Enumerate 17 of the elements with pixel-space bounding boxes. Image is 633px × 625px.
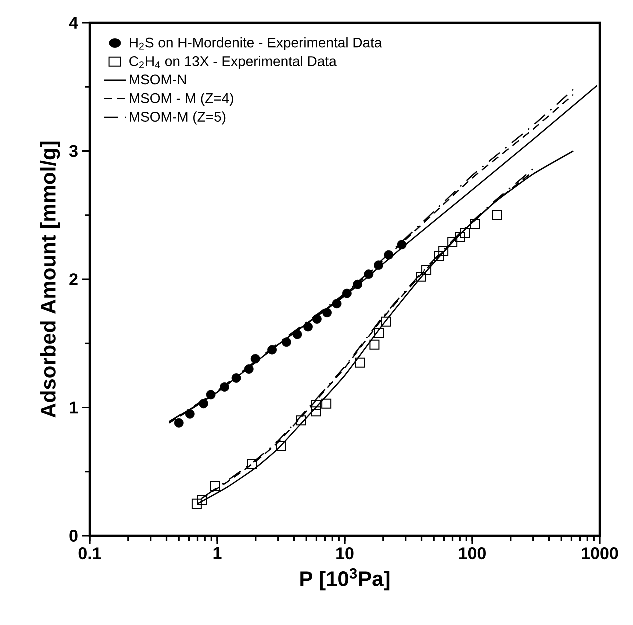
legend-label: MSOM-N [130,74,186,85]
x-tick-label: 1 [214,548,222,560]
y-tick-label: 4 [69,17,78,29]
x-tick-label: 0.1 [78,548,102,560]
x-tick-label: 10 [336,548,354,560]
y-tick-label: 2 [70,274,78,286]
y-tick-label: 1 [70,402,78,414]
y-tick-label: 0 [70,530,78,542]
y-tick-label: 3 [69,145,78,158]
x-axis-title: P [10$^{3}$Pa] [300,568,390,591]
x-tick-label: 100 [459,548,486,560]
x-tick-label: 1000 [582,548,618,560]
legend-label: MSOM - M (Z=4) [130,93,234,106]
legend-label: MSOM-M (Z=5) [130,112,226,125]
y-axis-title: Adsorbed Amount [mmol/g] [40,142,60,418]
legend-label: C$_{2}$H$_{4}$ on 13X - Experimental Data [130,56,337,70]
legend-label: H$_{2}$S on H-Mordenite - Experimental Data [130,37,382,51]
